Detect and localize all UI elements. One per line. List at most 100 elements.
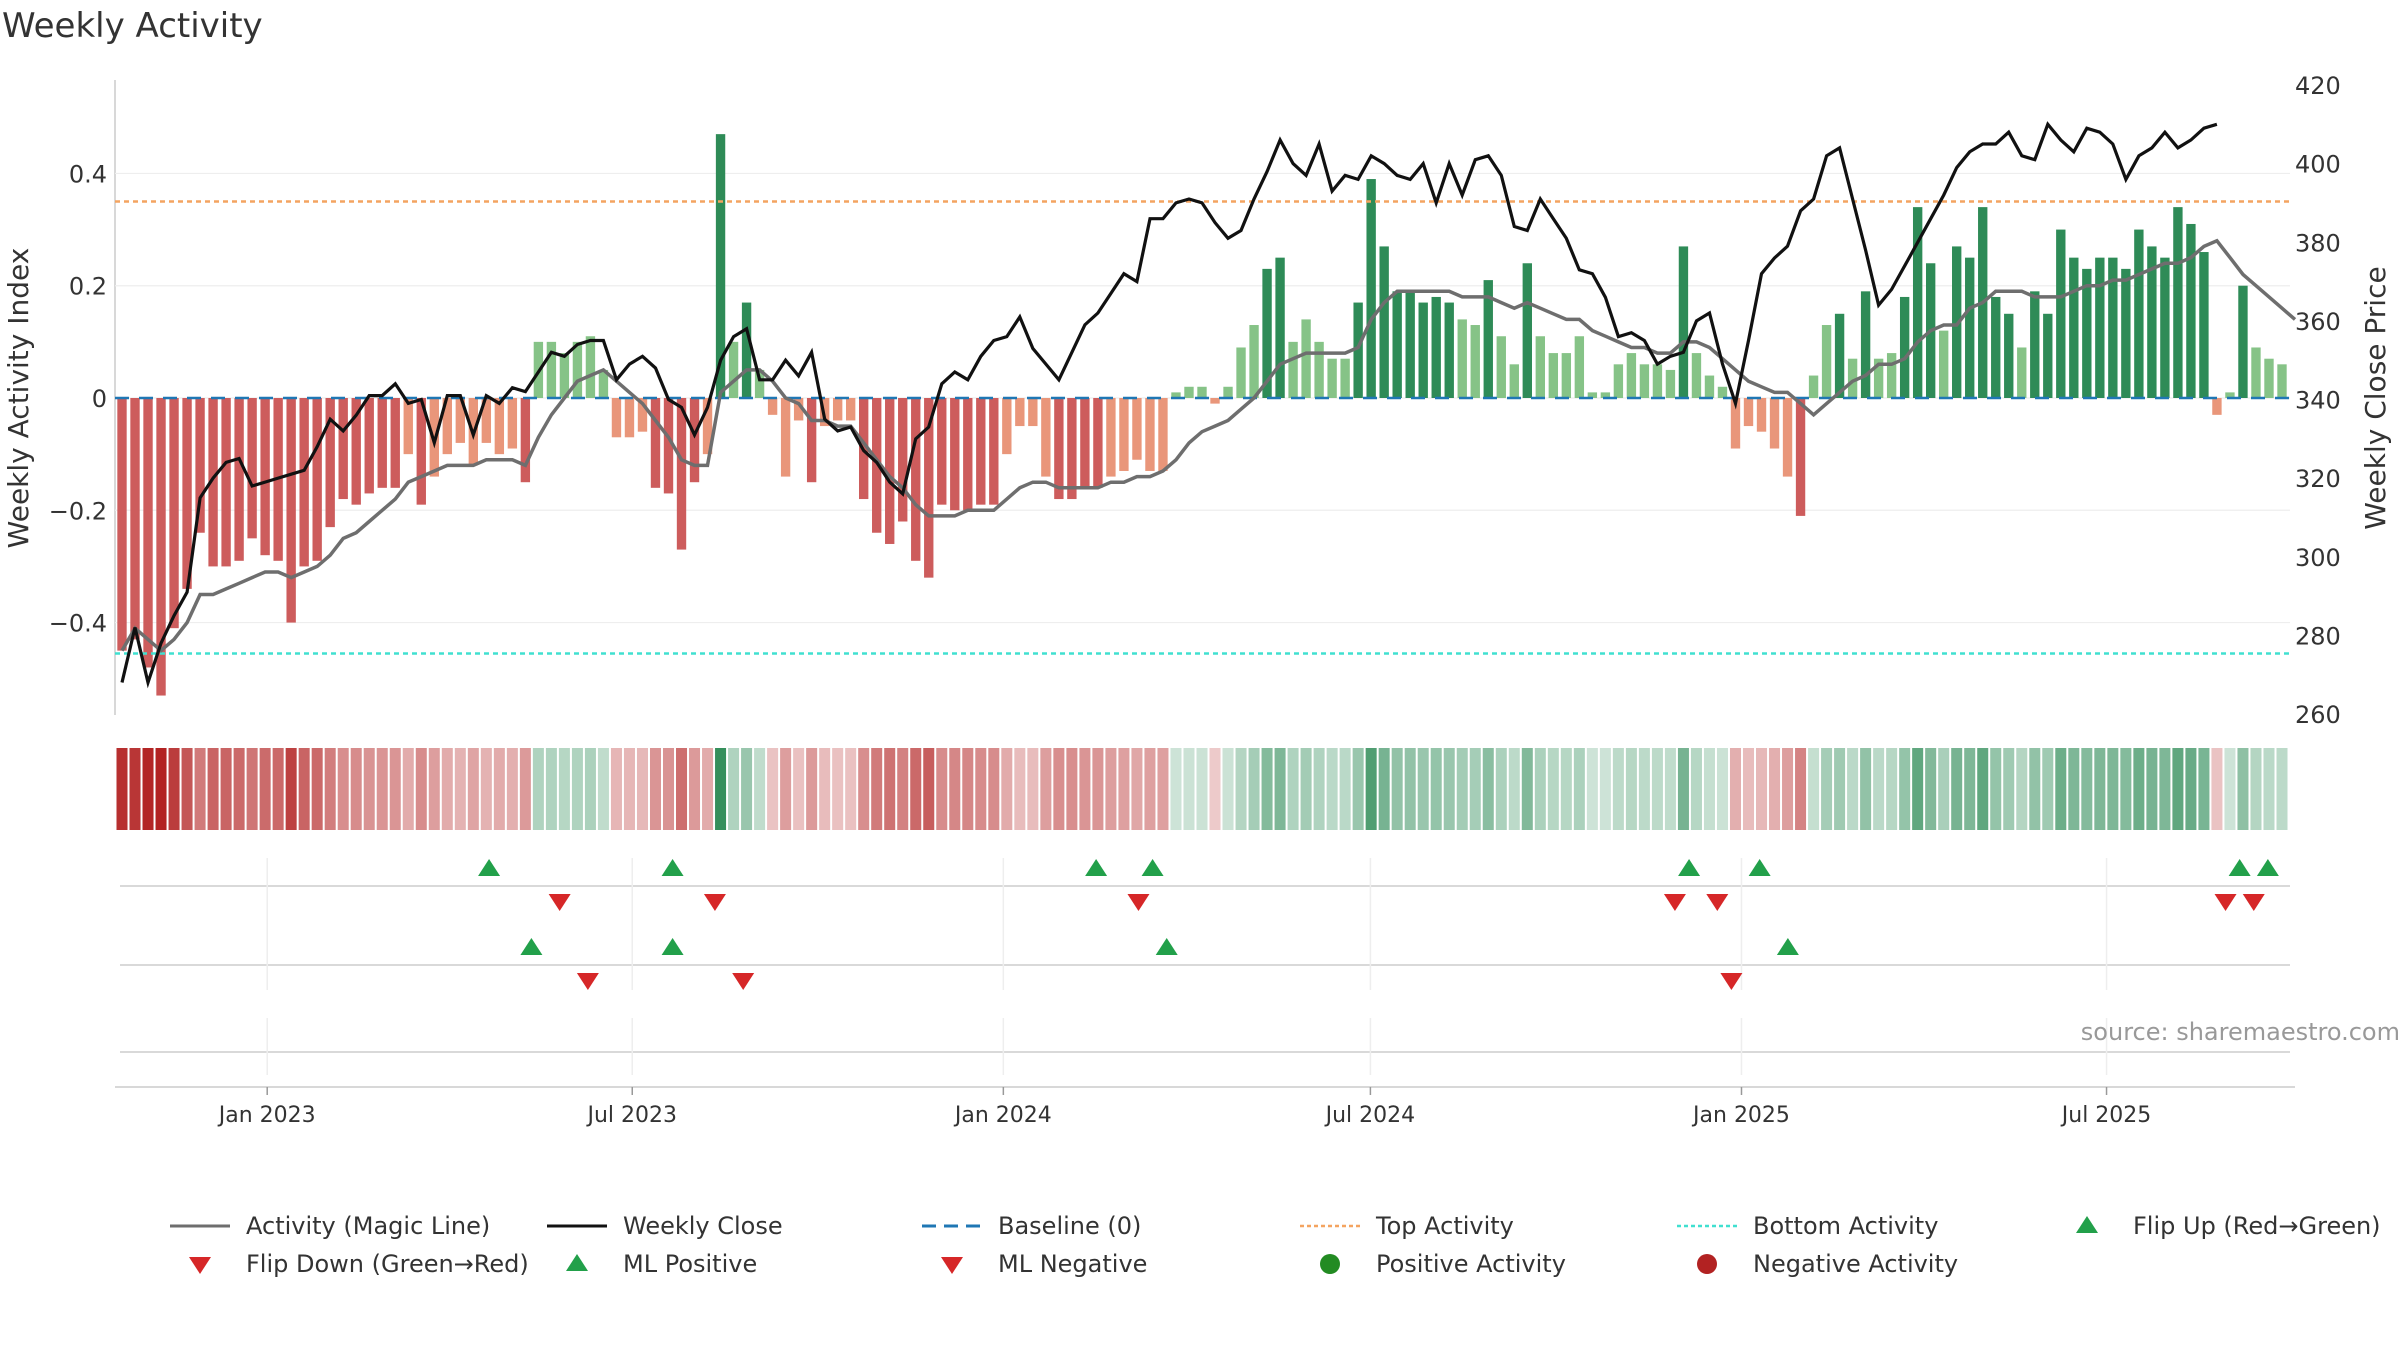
activity-bar [624, 398, 635, 438]
activity-bar [2030, 291, 2040, 398]
heat-strip-cell [663, 748, 675, 830]
heat-strip-cell [1495, 748, 1507, 830]
activity-bar [1704, 375, 1715, 398]
heat-strip-cell [1027, 748, 1039, 830]
activity-bar [1184, 386, 1194, 398]
heat-strip-cell [311, 748, 323, 830]
activity-bar [780, 398, 791, 477]
heat-strip-cell [1860, 748, 1872, 830]
heat-strip-cell [1990, 748, 2002, 830]
activity-bar [793, 398, 804, 421]
activity-bar [1093, 398, 1103, 488]
activity-bar [1522, 263, 1532, 398]
heat-strip-cell [298, 748, 310, 830]
heat-strip-cell [1521, 748, 1533, 830]
activity-bar [963, 398, 973, 511]
activity-bar [1587, 392, 1598, 398]
activity-bar [338, 398, 348, 500]
heat-strip-cell [832, 748, 844, 830]
activity-bar [2147, 246, 2157, 398]
activity-bar [2082, 268, 2092, 398]
x-tick-label: Jul 2024 [1324, 1103, 1416, 1128]
heat-strip-cell [1625, 748, 1637, 830]
activity-bar [182, 398, 192, 589]
activity-bar [1860, 291, 1871, 398]
source-label: source: sharemaestro.com [2080, 1018, 2400, 1046]
heat-strip-cell [1014, 748, 1026, 830]
heat-strip-cell [597, 748, 609, 830]
activity-bar [702, 398, 713, 455]
heat-strip-cell [1743, 748, 1755, 830]
heat-strip-cell [2029, 748, 2041, 830]
heat-strip-cell [1196, 748, 1208, 830]
activity-bar [2277, 364, 2287, 398]
heat-strip-cell [285, 748, 297, 830]
activity-bar [1158, 398, 1168, 471]
activity-bar [911, 398, 921, 561]
heat-strip-cell [1209, 748, 1221, 830]
heat-strip-cell [2159, 748, 2171, 830]
activity-bar [1288, 341, 1298, 398]
y2-tick-label: 320 [2295, 465, 2341, 493]
activity-bar [1015, 398, 1025, 427]
flip-down-marker [2242, 894, 2265, 911]
activity-bar [143, 398, 153, 668]
activity-bar [1535, 336, 1545, 398]
activity-bar [611, 398, 622, 438]
heat-strip-cell [1092, 748, 1104, 830]
activity-bar [2160, 257, 2170, 398]
activity-bar [1665, 369, 1676, 398]
activity-bar [1574, 336, 1585, 398]
heat-strip-cell [1886, 748, 1898, 830]
activity-bar [377, 398, 387, 488]
x-tick-label: Jan 2024 [953, 1103, 1052, 1128]
heat-strip-cell [1391, 748, 1403, 830]
heat-strip-cell [142, 748, 154, 830]
activity-bar [806, 398, 817, 483]
heat-strip-cell [1469, 748, 1481, 830]
activity-bar [832, 398, 843, 421]
activity-bar [728, 341, 739, 398]
activity-bar [1379, 246, 1389, 398]
heat-strip-cell [910, 748, 922, 830]
heat-strip-cell [1404, 748, 1416, 830]
activity-bar [1912, 207, 1923, 398]
chart-title: Weekly Activity [2, 6, 263, 46]
legend-label: Positive Activity [1376, 1250, 1566, 1278]
ml-positive-marker [661, 938, 684, 955]
heat-strip-cell [350, 748, 362, 830]
heat-strip-cell [936, 748, 948, 830]
activity-bar [663, 398, 674, 494]
heat-strip-cell [1938, 748, 1950, 830]
activity-bar [312, 398, 322, 561]
heat-strip-cell [1651, 748, 1663, 830]
heat-strip-cell [389, 748, 401, 830]
legend-label: Weekly Close [623, 1212, 783, 1240]
activity-bar [741, 302, 752, 398]
heat-strip-cell [207, 748, 219, 830]
activity-bar [1444, 302, 1454, 398]
activity-bar [260, 398, 270, 556]
activity-bar [2004, 313, 2014, 398]
heat-strip-cell [1118, 748, 1130, 830]
activity-bar [1626, 353, 1637, 398]
heat-strip-cell [194, 748, 206, 830]
activity-bar [1652, 364, 1663, 398]
heat-strip-cell [155, 748, 167, 830]
heat-strip-cell [1756, 748, 1768, 830]
heat-strip-cell [233, 748, 245, 830]
heat-strip-cell [2120, 748, 2132, 830]
activity-bar [845, 398, 856, 421]
flip-up-marker [2228, 859, 2251, 876]
legend-label: Negative Activity [1753, 1250, 1959, 1278]
heat-strip-cell [2263, 748, 2275, 830]
heat-strip-cell [1261, 748, 1273, 830]
ml-negative-marker [732, 973, 755, 990]
legend-triangle-down-icon [941, 1257, 963, 1274]
activity-bar [1899, 296, 1910, 398]
legend-label: ML Negative [998, 1250, 1148, 1278]
activity-bar [1991, 296, 2001, 398]
heat-strip-cell [1847, 748, 1859, 830]
heat-strip-cell [806, 748, 818, 830]
y2-tick-label: 340 [2295, 387, 2341, 415]
